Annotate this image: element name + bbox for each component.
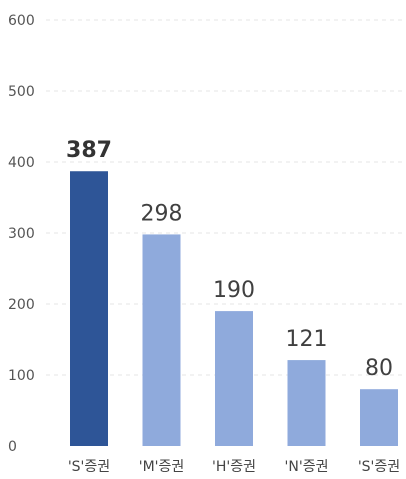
x-tick-label: 'N'증권 [285, 459, 329, 475]
bar [360, 389, 398, 446]
x-axis-categories: 'S'증권 'M'증권 'H'증권 'N'증권 'S'증권 [68, 459, 400, 475]
bar [70, 171, 108, 447]
data-label: 80 [365, 356, 393, 381]
data-label: 190 [213, 278, 255, 303]
y-tick-label: 200 [8, 297, 35, 313]
bars [70, 171, 398, 447]
data-label: 298 [141, 201, 183, 226]
y-tick-label: 0 [8, 439, 17, 455]
y-tick-label: 400 [8, 155, 35, 171]
x-tick-label: 'M'증권 [139, 459, 185, 475]
y-tick-label: 600 [8, 13, 35, 29]
data-labels: 387 298 190 121 80 [66, 138, 393, 381]
x-tick-label: 'H'증권 [212, 459, 256, 475]
bar [142, 234, 181, 446]
x-tick-label: 'S'증권 [358, 459, 400, 475]
y-tick-label: 300 [8, 226, 35, 242]
data-label: 121 [286, 327, 328, 352]
y-tick-label: 500 [8, 84, 35, 100]
data-label: 387 [66, 138, 112, 163]
bar [287, 360, 326, 446]
x-tick-label: 'S'증권 [68, 459, 110, 475]
bar [215, 311, 253, 446]
y-tick-label: 100 [8, 368, 35, 384]
y-axis-ticks: 0 100 200 300 400 500 600 [8, 13, 35, 455]
